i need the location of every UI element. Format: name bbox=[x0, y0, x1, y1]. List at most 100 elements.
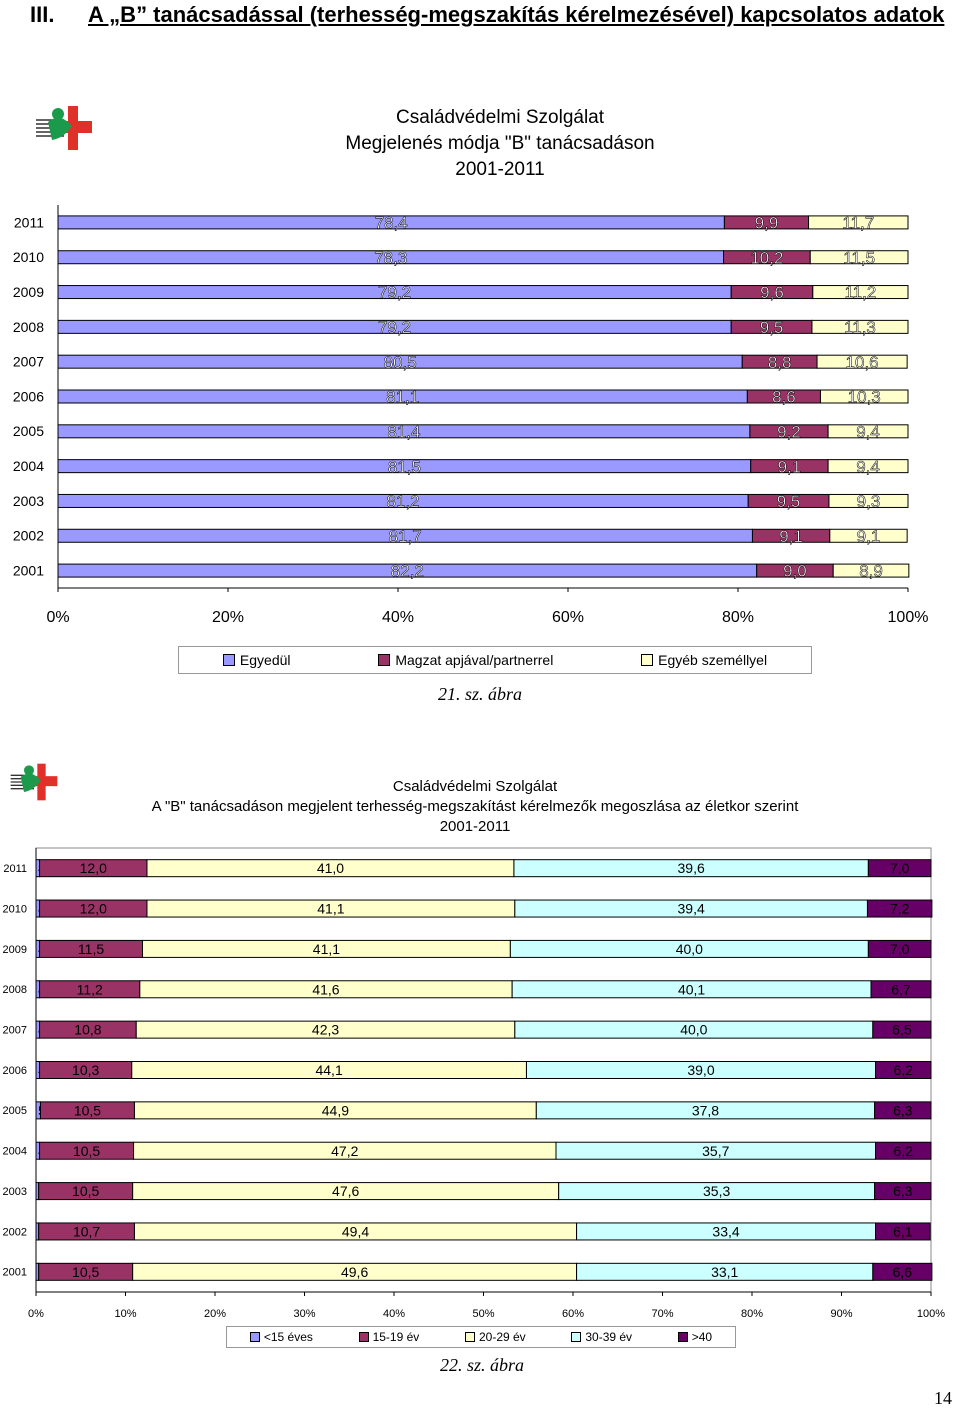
data-label: 7,0 bbox=[890, 860, 910, 876]
data-label: 79,2 bbox=[378, 318, 411, 337]
bar-segment bbox=[872, 1262, 933, 1281]
bar-segment bbox=[808, 215, 909, 230]
chart1-title-line-2: Megjelenés módja "B" tanácsadáson bbox=[345, 133, 655, 154]
data-label: 41,1 bbox=[313, 941, 340, 957]
data-label: 40,1 bbox=[678, 981, 705, 997]
data-label: 7,0 bbox=[890, 941, 910, 957]
data-label: 6,2 bbox=[894, 1143, 914, 1159]
bar-segment bbox=[809, 250, 909, 265]
bar-segment bbox=[866, 899, 933, 918]
data-label: 47,6 bbox=[332, 1183, 359, 1199]
data-label: 9,5 bbox=[777, 492, 801, 511]
bar-segment bbox=[832, 563, 910, 578]
data-label: 10,5 bbox=[73, 1143, 100, 1159]
chart1-plot: 0% 20% 40% 60% 80% 100% 2011 78,4 9,9 11,7 2010 78,… bbox=[13, 205, 929, 626]
chart1-title-line-3: 2001-2011 bbox=[455, 159, 545, 180]
y-category-label: 2010 bbox=[13, 249, 44, 265]
chart1-legend-swatch-other bbox=[641, 654, 654, 666]
y-category-label: 2008 bbox=[13, 319, 44, 335]
x-tick-label: 100% bbox=[888, 609, 929, 626]
data-label: 11,3 bbox=[844, 318, 876, 337]
bar-segment bbox=[812, 285, 909, 300]
data-label: 10,3 bbox=[848, 388, 881, 407]
x-tick-label: 50% bbox=[472, 1308, 494, 1320]
chart2-legend-label-under15: <15 éves bbox=[263, 1330, 313, 1344]
data-label: 37,8 bbox=[692, 1102, 719, 1118]
chart2-title-line-2: A "B" tanácsadáson megjelent terhesség-m… bbox=[151, 798, 799, 815]
data-label: 10,5 bbox=[72, 1264, 99, 1280]
data-label: 33,4 bbox=[712, 1223, 739, 1239]
data-label: 44,1 bbox=[315, 1062, 342, 1078]
chart1-legend-label-alone: Egyedül bbox=[239, 652, 291, 668]
data-label: 81,4 bbox=[387, 422, 420, 441]
data-label: 9,5 bbox=[760, 318, 784, 337]
data-label: 8,6 bbox=[772, 388, 796, 407]
bar-segment bbox=[827, 424, 909, 439]
x-tick-label: 10% bbox=[114, 1308, 136, 1320]
family-service-logo-2 bbox=[10, 763, 58, 801]
data-label: 10,5 bbox=[72, 1183, 99, 1199]
chart2-legend-item-30-39: 30-39 év bbox=[571, 1330, 632, 1344]
data-label: 78,4 bbox=[375, 214, 408, 233]
data-label: 10,8 bbox=[74, 1022, 101, 1038]
y-category-label: 2005 bbox=[3, 1105, 27, 1117]
bar-segment bbox=[875, 1141, 932, 1160]
family-service-logo bbox=[36, 106, 92, 150]
page-number: 14 bbox=[934, 1388, 952, 1408]
bar-segment bbox=[816, 354, 908, 369]
chart1-legend-item-partner: Magzat apjával/partnerrel bbox=[378, 652, 553, 668]
y-category-label: 2007 bbox=[13, 354, 44, 370]
chart2-legend-label-20-29: 20-29 év bbox=[478, 1330, 526, 1344]
chart2-legend: <15 éves 15-19 év 20-29 év 30-39 év >40 bbox=[226, 1326, 736, 1348]
chart2-legend-swatch-30-39 bbox=[571, 1332, 582, 1342]
y-category-label: 2005 bbox=[13, 423, 44, 439]
y-category-label: 2004 bbox=[3, 1146, 27, 1158]
chart2-title-line-1: Családvédelmi Szolgálat bbox=[392, 778, 558, 795]
x-tick-label: 30% bbox=[293, 1308, 315, 1320]
figure-caption-21: 21. sz. ábra bbox=[438, 684, 523, 704]
y-category-label: 2011 bbox=[14, 214, 44, 230]
chart2-legend-swatch-15-19 bbox=[358, 1332, 369, 1342]
data-label: 6,3 bbox=[893, 1102, 913, 1118]
chart2-legend-label-over40: >40 bbox=[691, 1330, 713, 1344]
x-tick-label: 100% bbox=[917, 1308, 945, 1320]
y-category-label: 2006 bbox=[13, 388, 44, 404]
data-label: 11,7 bbox=[842, 214, 874, 233]
y-category-label: 2009 bbox=[3, 944, 27, 956]
figure-caption-22: 22. sz. ábra bbox=[440, 1355, 525, 1375]
data-label: 12,0 bbox=[80, 860, 107, 876]
y-category-label: 2004 bbox=[13, 458, 44, 474]
bar-segment bbox=[874, 1182, 932, 1201]
data-label: 9,4 bbox=[856, 422, 880, 441]
data-label: 8,9 bbox=[859, 562, 883, 581]
bar-segment bbox=[811, 319, 909, 334]
data-label: 7,2 bbox=[890, 901, 910, 917]
x-tick-label: 20% bbox=[212, 609, 244, 626]
data-label: 49,4 bbox=[342, 1223, 369, 1239]
x-tick-label: 20% bbox=[204, 1308, 226, 1320]
chart1-legend-item-other: Egyéb személlyel bbox=[641, 652, 767, 668]
data-label: 79,2 bbox=[378, 283, 411, 302]
data-label: 6,6 bbox=[893, 1264, 913, 1280]
data-label: 10,7 bbox=[73, 1223, 100, 1239]
chart1-legend-label-other: Egyéb személlyel bbox=[658, 652, 768, 668]
chart2-legend-item-20-29: 20-29 év bbox=[464, 1330, 526, 1344]
data-label: 6,2 bbox=[894, 1062, 914, 1078]
data-label: 41,6 bbox=[312, 981, 339, 997]
y-category-label: 2010 bbox=[3, 903, 27, 915]
x-tick-label: 80% bbox=[741, 1308, 763, 1320]
chart1-legend-item-alone: Egyedül bbox=[222, 652, 291, 668]
bar-segment bbox=[874, 1101, 932, 1120]
y-category-label: 2009 bbox=[13, 284, 44, 300]
chart2-legend-label-15-19: 15-19 év bbox=[372, 1330, 420, 1344]
data-label: 10,3 bbox=[72, 1062, 99, 1078]
data-label: 9,0 bbox=[783, 562, 807, 581]
data-label: 6,5 bbox=[892, 1022, 912, 1038]
data-label: 6,7 bbox=[891, 981, 911, 997]
data-label: 39,4 bbox=[678, 901, 705, 917]
chart2-legend-item-15-19: 15-19 év bbox=[358, 1330, 420, 1344]
y-category-label: 2008 bbox=[3, 984, 27, 996]
data-label: 41,1 bbox=[317, 901, 344, 917]
data-label: 10,2 bbox=[750, 248, 783, 267]
chart2-title-line-3: 2001-2011 bbox=[439, 818, 511, 835]
